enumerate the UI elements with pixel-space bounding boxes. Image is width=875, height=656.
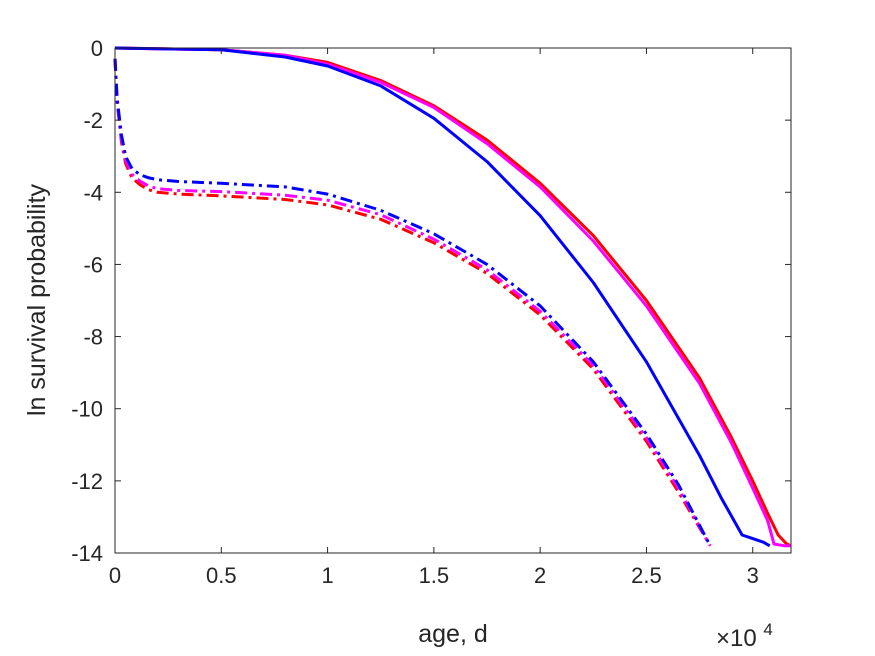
- plot-area-frame: [114, 47, 792, 554]
- x-axis-exponent-label: ×10 4: [716, 620, 773, 652]
- x-tick-label: 1: [321, 563, 333, 588]
- y-tick-label: -14: [71, 541, 103, 566]
- series-line-3-solid: [114, 46, 771, 548]
- y-tick-label: -10: [71, 397, 103, 422]
- y-tick-label: -4: [83, 180, 103, 205]
- x-tick-label: 1.5: [419, 563, 450, 588]
- y-axis-label: ln survival probability: [23, 183, 51, 416]
- series-line-2-solid: [114, 46, 791, 548]
- x-tick-label: 2: [534, 563, 546, 588]
- x-tick-label: 2.5: [631, 563, 662, 588]
- series-layer: [113, 46, 792, 548]
- x-axis-exponent-power: 4: [763, 620, 772, 639]
- series-line-5-dashdot: [113, 58, 712, 547]
- x-axis-ticks: 0 0.5 1 1.5 2 2.5 3: [109, 48, 759, 588]
- x-axis-exponent-base: ×10: [716, 625, 757, 652]
- y-tick-label: -8: [83, 325, 103, 350]
- y-tick-label: 0: [91, 36, 103, 61]
- y-axis-ticks: 0 -2 -4 -6 -8 -10 -12 -14: [71, 36, 791, 566]
- y-tick-label: -2: [83, 108, 103, 133]
- x-tick-label: 0: [109, 563, 121, 588]
- x-tick-label: 0.5: [206, 563, 237, 588]
- x-tick-label: 3: [747, 563, 759, 588]
- y-tick-label: -6: [83, 252, 103, 277]
- y-tick-label: -12: [71, 469, 103, 494]
- x-axis-label: age, d: [418, 620, 488, 648]
- series-line-6-dashdot: [113, 58, 712, 547]
